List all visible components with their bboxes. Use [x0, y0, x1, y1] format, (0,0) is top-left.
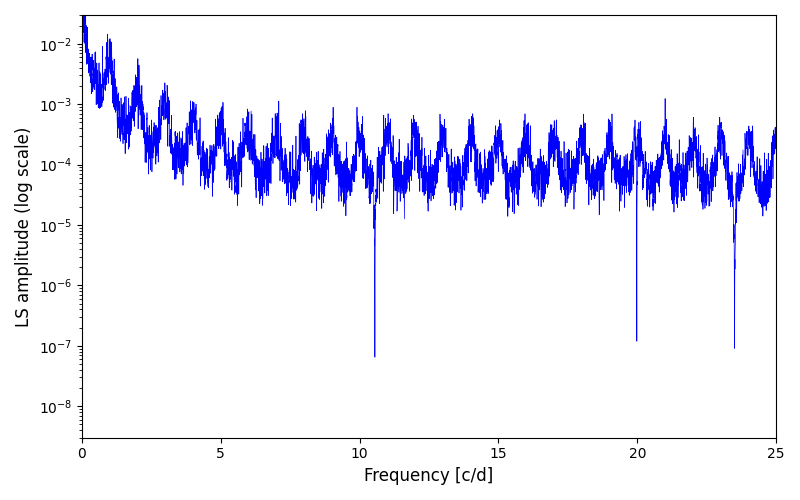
X-axis label: Frequency [c/d]: Frequency [c/d] — [364, 467, 494, 485]
Y-axis label: LS amplitude (log scale): LS amplitude (log scale) — [15, 126, 33, 326]
